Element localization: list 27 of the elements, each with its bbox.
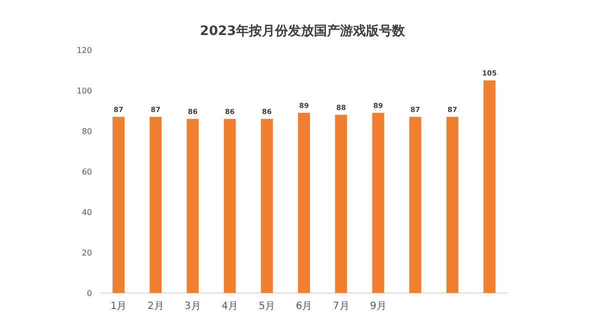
bar xyxy=(150,116,162,293)
y-tick-label: 20 xyxy=(82,248,92,258)
y-tick-label: 40 xyxy=(82,208,92,217)
bar xyxy=(298,112,310,293)
y-tick-label: 60 xyxy=(82,168,92,176)
bar xyxy=(186,118,199,293)
y-tick-label: 120 xyxy=(76,46,92,55)
x-tick-label: 9月 xyxy=(370,301,386,312)
bar xyxy=(112,116,125,293)
y-tick-label: 0 xyxy=(86,289,92,298)
bar xyxy=(446,116,458,293)
bar xyxy=(335,114,348,293)
x-tick-label: 2月 xyxy=(147,301,164,312)
bar xyxy=(483,80,496,293)
x-tick-label: 5月 xyxy=(258,301,276,312)
y-tick-label: 80 xyxy=(82,127,92,136)
x-tick-label: 7月 xyxy=(332,301,350,312)
bar xyxy=(372,112,384,293)
x-tick-label: 4月 xyxy=(222,301,238,312)
x-tick-label: 1月 xyxy=(110,301,127,312)
bar xyxy=(409,116,422,293)
bar xyxy=(260,118,273,293)
x-tick-label: 3月 xyxy=(184,301,201,312)
bar xyxy=(224,118,236,293)
chart-title: 2023年按月份发放国产游戏版号数 xyxy=(200,23,406,39)
x-tick-label: 6月 xyxy=(296,301,312,312)
y-tick-label: 100 xyxy=(76,86,92,96)
